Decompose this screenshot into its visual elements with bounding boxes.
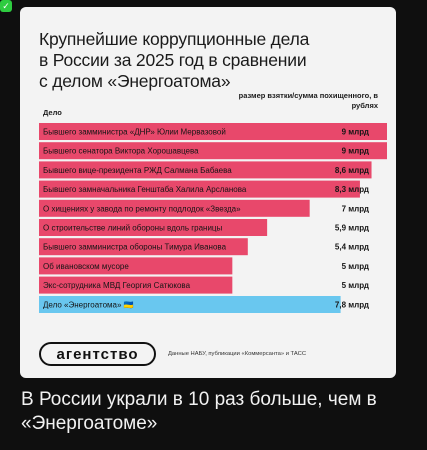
column-header-amount: размер взятки/сумма похищенного, в рубля…: [238, 91, 378, 110]
category-label-9: Экс-сотрудника МВД Георгия Сатюкова: [43, 281, 191, 290]
bar-1: [39, 123, 387, 140]
bar-6: [39, 219, 268, 236]
value-label-2: 9 млрд: [342, 147, 369, 156]
category-label-1: Бывшего замминистра «ДНР» Юлии Мервазово…: [43, 128, 226, 137]
bar-3: [39, 161, 372, 179]
chart-title: Крупнейшие коррупционные дела в России з…: [39, 29, 310, 91]
value-label-8: 5 млрд: [342, 262, 369, 271]
category-label-5: О хищениях у завода по ремонту подлодок …: [43, 204, 241, 213]
value-label-7: 5,4 млрд: [335, 243, 369, 252]
bar-2: [39, 142, 387, 160]
source-note: Данные НАБУ, публикации «Коммерсанта» и …: [168, 351, 307, 357]
bar-5: [39, 199, 310, 217]
value-label-5: 7 млрд: [342, 204, 369, 213]
infographic-card: Крупнейшие коррупционные дела в России з…: [20, 7, 396, 378]
category-label-4: Бывшего замначальника Генштаба Халила Ар…: [43, 185, 247, 194]
post-caption: В России украли в 10 раз больше, чем в «…: [21, 389, 377, 434]
category-label-8: Об ивановском мусоре: [43, 262, 129, 271]
value-label-4: 8,3 млрд: [335, 185, 369, 194]
agentstvo-logo: агентство: [39, 342, 156, 366]
category-label-7: Бывшего замминистра обороны Тимура Ивано…: [43, 243, 227, 252]
value-label-10: 7,8 млрд: [335, 301, 369, 310]
bar-10: [39, 296, 341, 313]
value-label-3: 8,6 млрд: [335, 166, 369, 175]
category-label-2: Бывшего сенатора Виктора Хорошавцева: [43, 147, 199, 156]
category-label-10: Дело «Энергоатома» 🇺🇦: [43, 301, 134, 310]
green-check-icon: ✓: [0, 0, 12, 12]
category-label-3: Бывшего вице-президента РЖД Салмана Баба…: [43, 166, 232, 175]
column-header-case: Дело: [43, 108, 62, 117]
bar-chart: Бывшего замминистра «ДНР» Юлии Мервазово…: [39, 123, 387, 313]
bar-4: [39, 180, 360, 198]
bar-9: [39, 276, 233, 294]
bar-7: [39, 238, 248, 256]
category-label-6: О строительстве линий обороны вдоль гран…: [43, 224, 222, 233]
value-label-6: 5,9 млрд: [335, 224, 369, 233]
bar-8: [39, 257, 233, 275]
value-label-9: 5 млрд: [342, 281, 369, 290]
value-label-1: 9 млрд: [342, 128, 369, 137]
